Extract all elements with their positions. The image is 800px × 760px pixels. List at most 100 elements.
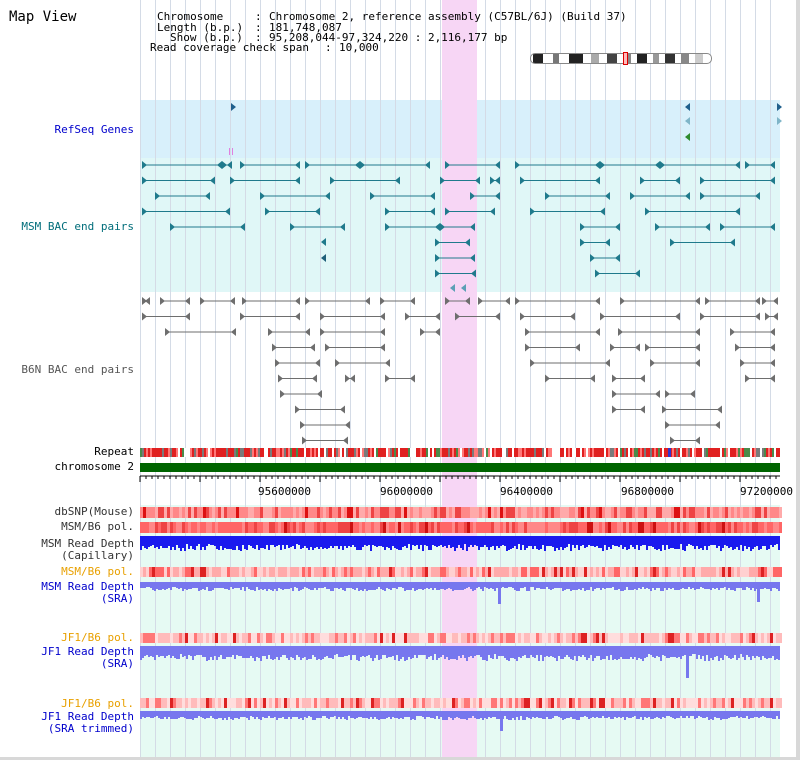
msm-capillary-depth-bar [186, 536, 188, 544]
b6n-bac-end-pair [773, 297, 778, 305]
jf1-trimmed-depth-bar [462, 711, 464, 719]
msm-bac-end-pair [321, 238, 326, 246]
grid-line [155, 0, 156, 760]
chromosome-ideogram[interactable] [530, 53, 712, 64]
msm-bac-end-pair [227, 161, 232, 169]
msm-capillary-depth-bar [512, 536, 514, 548]
jf1-b6-pol-bin [398, 633, 401, 643]
jf1-trimmed-depth-bar [548, 711, 550, 719]
msm-bac-end-pair [425, 161, 430, 169]
dbsnp-bin [647, 507, 650, 518]
repeat-segment [534, 448, 536, 457]
jf1-trimmed-depth-bar [278, 711, 280, 718]
jf1-trimmed-depth-bar [604, 711, 606, 718]
jf1-sra-depth-bar [752, 646, 754, 656]
msm-capillary-depth-bar [616, 536, 618, 546]
msm-capillary-depth-bar [378, 536, 380, 546]
msm-sra-depth-bar [536, 582, 538, 588]
b6n-bac-end-pair [242, 297, 247, 305]
jf1-trimmed-depth-bar [382, 711, 384, 719]
jf1-trimmed-depth-bar [346, 711, 348, 720]
jf1-b6-pol2-bin [689, 698, 692, 708]
jf1-b6-pol2-bin [407, 698, 410, 708]
jf1-b6-pol2-bin [746, 698, 749, 708]
msm-b6-pol2-bin [644, 567, 647, 577]
jf1-sra-depth-bar [624, 646, 626, 659]
msm-b6-pol2-bin [263, 567, 266, 577]
msm-bac-end-pair [321, 254, 326, 262]
msm-b6-pol-bin [317, 522, 320, 533]
jf1-sra-depth-bar [712, 646, 714, 660]
grid-line [605, 0, 606, 760]
msm-capillary-depth-bar [514, 536, 516, 546]
jf1-trimmed-depth-bar [352, 711, 354, 718]
msm-b6-pol-bin [485, 522, 488, 533]
jf1-b6-pol2-bin [749, 698, 752, 708]
jf1-sra-depth-bar [366, 646, 368, 656]
msm-sra-depth-bar [710, 582, 712, 590]
jf1-sra-depth-bar [270, 646, 272, 659]
jf1-b6-pol-bin [488, 633, 491, 643]
dbsnp-bin [539, 507, 542, 518]
msm-sra-depth-bar [460, 582, 462, 590]
msm-capillary-depth-bar [548, 536, 550, 546]
jf1-b6-pol-bin [590, 633, 593, 643]
msm-capillary-depth-bar [342, 536, 344, 550]
jf1-b6-pol-bin [506, 633, 509, 643]
msm-sra-depth-bar [484, 582, 486, 587]
msm-b6-pol2-bin [629, 567, 632, 577]
repeat-segment [184, 448, 186, 457]
msm-sra-depth-bar [714, 582, 716, 589]
msm-b6-pol-bin [677, 522, 680, 533]
msm-capillary-depth-bar [778, 536, 780, 550]
repeat-segment [254, 448, 256, 457]
grid-line [200, 0, 201, 760]
msm-b6-pol-bin [482, 522, 485, 533]
jf1-sra-depth-bar [222, 646, 224, 659]
jf1-b6-pol2-bin [623, 698, 626, 708]
jf1-sra-depth-bar [676, 646, 678, 658]
msm-sra-depth-bar [646, 582, 648, 588]
jf1-trimmed-depth-bar [388, 711, 390, 717]
dbsnp-bin [329, 507, 332, 518]
msm-sra-depth-bar [538, 582, 540, 588]
repeat-segment [374, 448, 376, 457]
msm-b6-pol2-bin [350, 567, 353, 577]
jf1-trimmed-depth-bar [404, 711, 406, 717]
msm-bac-end-pair [675, 176, 680, 185]
jf1-sra-depth-bar [632, 646, 634, 659]
repeat-segment [286, 448, 288, 457]
repeat-segment [694, 448, 696, 457]
jf1-b6-pol-bin [230, 633, 233, 643]
msm-capillary-depth-bar [194, 536, 196, 550]
msm-b6-pol-bin [755, 522, 758, 533]
msm-bac-end-pair [470, 192, 475, 200]
msm-b6-pol-bin [188, 522, 191, 533]
jf1-sra-depth-bar [444, 646, 446, 659]
msm-sra-depth-bar [352, 582, 354, 589]
msm-capillary-depth-bar [430, 536, 432, 550]
msm-capillary-depth-bar [754, 536, 756, 547]
jf1-b6-pol2-bin [311, 698, 314, 708]
msm-sra-depth-bar [676, 582, 678, 590]
b6n-bac-end-pair [310, 343, 315, 352]
jf1-sra-depth-bar [374, 646, 376, 658]
jf1-trimmed-depth-bar [358, 711, 360, 717]
jf1-b6-pol2-bin [332, 698, 335, 708]
msm-sra-depth-bar [326, 582, 328, 589]
msm-capillary-depth-bar [188, 536, 190, 549]
dbsnp-bin [398, 507, 401, 518]
jf1-sra-depth-bar [166, 646, 168, 656]
jf1-sra-depth-bar [610, 646, 612, 655]
msm-b6-pol2-bin [551, 567, 554, 577]
msm-sra-depth-bar [686, 582, 688, 589]
msm-sra-depth-bar [492, 582, 494, 589]
msm-capillary-depth-bar [504, 536, 506, 546]
jf1-b6-pol2-bin [203, 698, 206, 708]
msm-b6-pol2-bin [512, 567, 515, 577]
grid-line [305, 0, 306, 760]
msm-capillary-depth-bar [382, 536, 384, 547]
msm-sra-depth-bar [750, 582, 752, 590]
jf1-b6-pol-bin [344, 633, 347, 643]
